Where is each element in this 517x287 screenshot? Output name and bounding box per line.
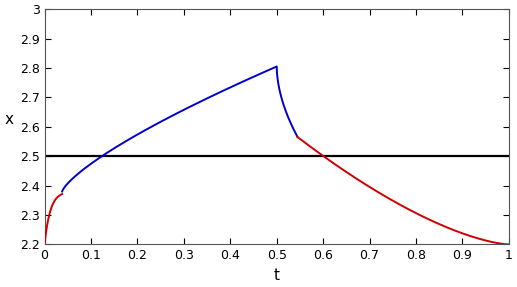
X-axis label: t: t [273,268,280,283]
Y-axis label: x: x [4,112,13,127]
